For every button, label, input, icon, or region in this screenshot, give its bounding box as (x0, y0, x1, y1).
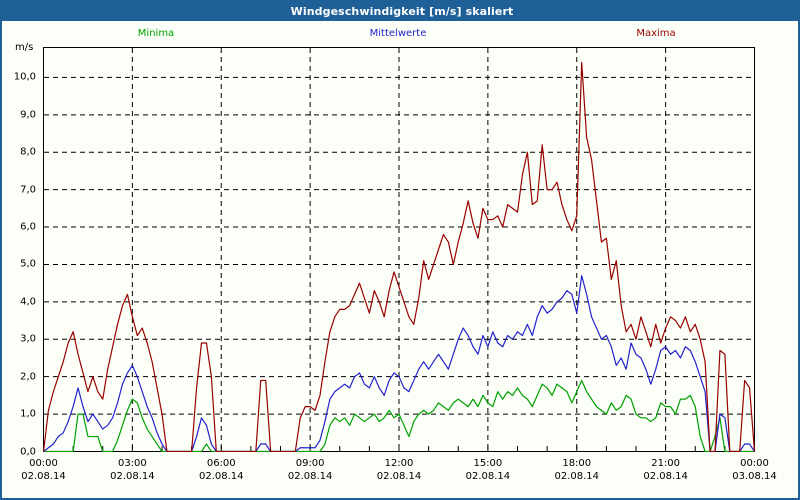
x-tick-date: 02.08.14 (465, 471, 511, 482)
legend-item-maxima: Maxima (636, 28, 675, 39)
y-axis-tick-label: 4,0 (20, 296, 36, 308)
y-axis-tick-label: 9,0 (20, 109, 36, 121)
x-tick-time: 00:00 (740, 458, 769, 469)
y-axis-tick-label: 3,0 (20, 333, 36, 345)
x-tick-date: 02.08.14 (643, 471, 688, 482)
x-tick-time: 15:00 (473, 458, 503, 469)
window-title-bar: Windgeschwindigkeit [m/s] skaliert (2, 2, 798, 21)
x-axis-tick-label: 12:00 02.08.14 (377, 457, 422, 483)
x-axis-tick-label: 03:00 02.08.14 (110, 457, 155, 483)
x-axis-tick-label: 09:00 02.08.14 (288, 457, 333, 483)
x-tick-time: 03:00 (117, 458, 147, 469)
vertical-gridlines (131, 48, 755, 451)
window-title: Windgeschwindigkeit [m/s] skaliert (290, 5, 514, 18)
x-tick-time: 21:00 (651, 458, 681, 469)
y-axis-tick-label: 7,0 (20, 184, 36, 196)
x-tick-time: 09:00 (295, 458, 325, 469)
legend-label-mittelwerte: Mittelwerte (369, 28, 427, 39)
x-axis-tick-label: 15:00 02.08.14 (466, 457, 511, 483)
y-axis-tick-label: 8,0 (20, 146, 36, 158)
x-tick-date: 02.08.14 (21, 471, 66, 482)
x-tick-time: 06:00 (206, 458, 236, 469)
y-axis-tick-label: 1,0 (20, 408, 36, 420)
x-axis-tick-label: 06:00 02.08.14 (199, 457, 244, 483)
x-axis-tick-label: 00:00 03.08.14 (732, 457, 777, 483)
x-tick-time: 00:00 (29, 458, 58, 469)
x-axis-tick-label: 00:00 02.08.14 (21, 457, 66, 483)
x-axis-tick-label: 18:00 02.08.14 (554, 457, 599, 483)
x-tick-time: 18:00 (562, 458, 592, 469)
series-line-mittelwerte (43, 275, 755, 452)
y-axis-tick-label: 5,0 (20, 258, 36, 270)
data-series-layer (43, 61, 755, 452)
x-tick-date: 02.08.14 (287, 471, 333, 482)
y-axis-tick-label: 0,0 (20, 446, 36, 457)
legend-item-mittelwerte: Mittelwerte (370, 28, 427, 39)
legend-label-maxima: Maxima (636, 28, 676, 39)
x-axis-tick-label: 21:00 02.08.14 (643, 457, 688, 483)
series-line-maxima (43, 61, 755, 452)
y-axis-tick-label: 2,0 (20, 371, 36, 383)
plot-area (43, 47, 755, 452)
chart-canvas (43, 47, 755, 452)
series-line-minima (43, 379, 755, 452)
y-axis-tick-label: 6,0 (20, 221, 36, 233)
legend-item-minima: Minima (138, 28, 174, 39)
x-tick-date: 02.08.14 (198, 471, 244, 482)
x-tick-date: 03.08.14 (732, 471, 777, 482)
x-tick-time: 12:00 (384, 458, 414, 469)
x-tick-date: 02.08.14 (376, 471, 422, 482)
y-axis-unit-label: m/s (15, 42, 34, 53)
legend-label-minima: Minima (137, 28, 175, 39)
y-axis-tick-label: 10,0 (13, 71, 36, 83)
x-tick-date: 02.08.14 (110, 471, 155, 482)
x-tick-date: 02.08.14 (554, 471, 600, 482)
